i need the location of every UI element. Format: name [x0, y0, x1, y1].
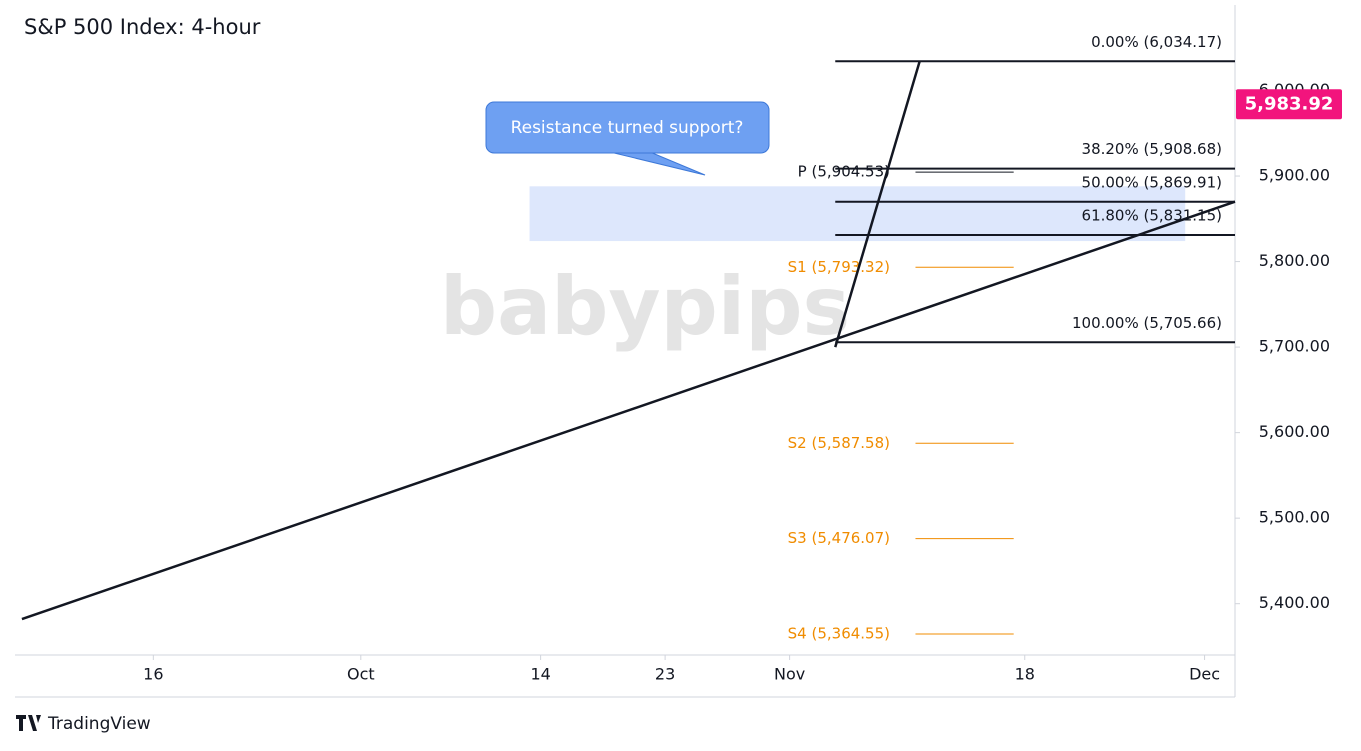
- y-tick-label: 5,700.00: [1259, 337, 1330, 356]
- x-tick-label: 23: [655, 665, 675, 684]
- x-tick-label: Oct: [347, 665, 375, 684]
- watermark: babypips: [440, 260, 850, 353]
- fib-label: 100.00% (5,705.66): [1072, 314, 1222, 332]
- last-price-box: [1236, 89, 1342, 120]
- callout-label: Resistance turned support?: [511, 118, 744, 138]
- x-tick-label: 14: [530, 665, 550, 684]
- fib-label: 61.80% (5,831.15): [1082, 206, 1222, 224]
- logo: [16, 715, 41, 731]
- plot: babypips 5,400.00 5,500.00 5,600.00 5,700.00…: [21, 33, 1342, 684]
- trendline: [21, 200, 1236, 621]
- footer: TradingView: [47, 714, 151, 734]
- pivot-label: S4 (5,364.55): [788, 625, 890, 643]
- x-tick-label: Nov: [774, 665, 805, 684]
- pivot-label: S1 (5,793.32): [788, 258, 890, 276]
- y-tick-label: 5,800.00: [1259, 251, 1330, 270]
- y-tick-label: 5,900.00: [1259, 166, 1330, 185]
- x-tick-label: 16: [143, 665, 163, 684]
- last-price-label: 5,983.92: [1245, 93, 1334, 114]
- chart-title: S&P 500 Index: 4-hour: [24, 15, 261, 39]
- support-zone: [529, 186, 1186, 242]
- fib-label: 0.00% (6,034.17): [1091, 33, 1222, 51]
- callout-box: [485, 101, 770, 154]
- pivot-label: S3 (5,476.07): [788, 529, 890, 547]
- y-tick-label: 5,400.00: [1259, 593, 1330, 612]
- y-tick-label: 5,500.00: [1259, 508, 1330, 527]
- fib-label: 50.00% (5,869.91): [1082, 173, 1222, 191]
- x-tick-label: Dec: [1189, 665, 1220, 684]
- pivot-label: S2 (5,587.58): [788, 434, 890, 452]
- pivot-label: P (5,904.53): [798, 163, 890, 181]
- x-tick-label: 18: [1015, 665, 1035, 684]
- y-tick-label: 5,600.00: [1259, 422, 1330, 441]
- trendline: [834, 61, 921, 348]
- fib-label: 38.20% (5,908.68): [1082, 140, 1222, 158]
